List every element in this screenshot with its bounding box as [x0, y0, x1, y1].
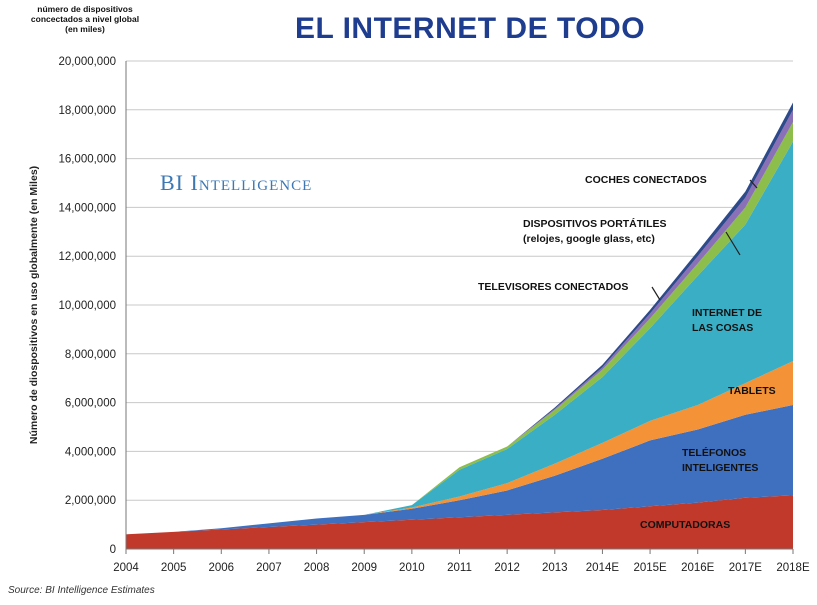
series-annotations: COMPUTADORAS TELÉFONOS INTELIGENTES TABL… [478, 174, 776, 531]
leader-line [725, 231, 741, 256]
area-series-0 [126, 495, 793, 549]
y-tick-label: 8,000,000 [65, 349, 116, 361]
label-telefonos-line-1: TELÉFONOS [682, 446, 746, 459]
x-tick-labels: 2004 2005 2006 2007 2008 2009 2010 2011 2012 2013… [113, 549, 810, 574]
y-tick-label: 10,000,000 [58, 300, 116, 312]
x-tick-label: 2006 [208, 562, 234, 574]
brand-watermark: BI Intelligence [160, 170, 313, 195]
x-tick-label: 2005 [161, 562, 187, 574]
x-tick-label: 2014E [586, 562, 620, 574]
x-tick-label: 2010 [399, 562, 425, 574]
label-computadoras: COMPUTADORAS [640, 519, 730, 531]
unit-note-line-1: número de dispositivos [37, 4, 133, 14]
area-series-2 [126, 361, 793, 535]
unit-note: número de dispositivos concectados a niv… [10, 4, 160, 34]
x-tick-label: 2004 [113, 562, 139, 574]
x-tick-label: 2012 [494, 562, 520, 574]
label-telefonos-line-2: INTELIGENTES [682, 462, 758, 474]
x-tick-label: 2018E [776, 562, 810, 574]
area-series-1 [126, 405, 793, 535]
annotation-leader-lines [651, 179, 758, 301]
chart-title: EL INTERNET DE TODO [294, 12, 646, 45]
x-tick-label: 2007 [256, 562, 282, 574]
label-portatiles-line-1: DISPOSITIVOS PORTÁTILES [523, 217, 667, 230]
x-tick-label: 2015E [633, 562, 667, 574]
y-tick-label: 4,000,000 [65, 446, 116, 458]
label-portatiles-line-2: (relojes, google glass, etc) [523, 233, 655, 245]
y-tick-label: 12,000,000 [58, 251, 116, 263]
y-tick-label: 14,000,000 [58, 202, 116, 214]
y-tick-label: 0 [110, 544, 116, 556]
x-tick-label: 2016E [681, 562, 715, 574]
label-iot-line-1: INTERNET DE [692, 307, 762, 319]
x-tick-label: 2008 [304, 562, 330, 574]
unit-note-line-2: concectados a nivel global [30, 14, 140, 24]
x-tick-label: 2011 [447, 562, 472, 574]
y-tick-labels: 0 2,000,000 4,000,000 6,000,000 8,000,000 10,… [58, 56, 116, 556]
y-tick-label: 16,000,000 [58, 154, 116, 166]
source-note: Source: BI Intelligence Estimates [8, 585, 155, 596]
label-tablets: TABLETS [728, 385, 776, 397]
x-tick-label: 2009 [351, 562, 377, 574]
y-tick-label: 2,000,000 [65, 495, 116, 507]
label-iot-line-2: LAS COSAS [692, 322, 753, 334]
area-series-3 [126, 141, 793, 535]
y-tick-label: 18,000,000 [58, 105, 116, 117]
label-televisores: TELEVISORES CONECTADOS [478, 281, 628, 293]
y-axis-label: Número de diospositivos en uso globalmen… [28, 166, 40, 444]
unit-note-line-3: (en miles) [65, 24, 105, 34]
x-tick-label: 2017E [729, 562, 763, 574]
leader-line [651, 286, 661, 301]
y-tick-label: 6,000,000 [65, 398, 116, 410]
label-coches: COCHES CONECTADOS [585, 174, 707, 186]
leader-line [749, 179, 758, 189]
x-tick-label: 2013 [542, 562, 568, 574]
y-tick-label: 20,000,000 [58, 56, 116, 68]
area-series [126, 102, 793, 549]
